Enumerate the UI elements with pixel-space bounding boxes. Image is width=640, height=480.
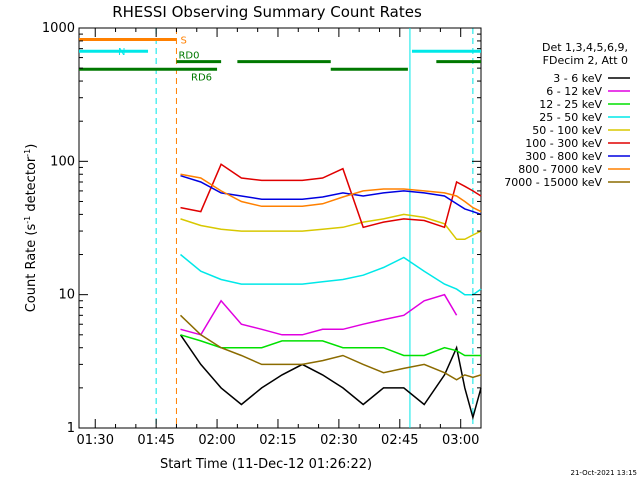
x-tick-label: 02:45 [381,433,418,448]
y-axis-label: Count Rate (s-1 detector-1) [23,144,39,313]
series-line [180,174,482,216]
chart-title: RHESSI Observing Summary Count Rates [112,3,422,21]
legend-entry-label: 800 - 7000 keV [518,163,602,176]
plot-area: S N RD0 RD6 1 10 100 1000 01:30 01:45 02:00 02:15… [42,21,482,448]
state-bar-label: N [118,47,125,58]
vertical-markers [155,28,474,428]
y-label-part3: ) [24,144,39,149]
series-line [180,213,482,241]
y-label-part2: detector [24,156,39,216]
legend-entry-label: 100 - 300 keV [525,137,602,150]
y-axis-ticks: 1 10 100 1000 [42,21,481,436]
series-line [180,253,482,296]
x-axis-label: Start Time (11-Dec-12 01:26:22) [160,457,372,472]
legend-entry-label: 300 - 800 keV [525,150,602,163]
legend-header-1: Det 1,3,4,5,6,9, [542,41,628,54]
legend-entry-label: 7000 - 15000 keV [504,176,602,189]
footer-timestamp: 21-Oct-2021 13:15 [571,469,637,477]
x-tick-label: 02:15 [259,433,296,448]
series-line [179,334,482,421]
state-bar-label: RD6 [191,72,212,83]
x-tick-label: 03:00 [442,433,479,448]
y-tick-label: 100 [50,154,75,169]
x-axis-ticks: 01:30 01:45 02:00 02:15 02:30 02:45 03:00 [77,28,482,448]
series-line [180,163,482,229]
state-bars: S N RD0 RD6 [79,35,481,83]
x-tick-label: 01:45 [137,433,174,448]
y-tick-label: 10 [58,288,75,303]
legend-entry-label: 6 - 12 keV [546,85,602,98]
series-line [180,173,482,213]
series-line [180,293,458,336]
legend: Det 1,3,4,5,6,9, FDecim 2, Att 0 3 - 6 k… [504,41,630,189]
legend-entry-label: 25 - 50 keV [539,111,602,124]
series-line [180,334,481,357]
y-tick-label: 1000 [42,21,75,36]
x-tick-label: 02:00 [198,433,235,448]
y-tick-label: 1 [67,421,75,436]
y-label-sup1: -1 [23,216,32,224]
y-label-part1: Count Rate (s [24,224,39,313]
legend-entry-label: 50 - 100 keV [532,124,602,137]
plot-frame [78,27,482,429]
legend-header-2: FDecim 2, Att 0 [543,54,628,67]
state-bar-label: RD0 [178,51,199,62]
series-line [179,314,482,381]
data-series [179,163,482,421]
x-tick-label: 02:30 [320,433,357,448]
x-tick-label: 01:30 [77,433,114,448]
y-label-sup2: -1 [23,149,32,157]
legend-entry-label: 12 - 25 keV [539,98,602,111]
state-bar-label: S [180,35,186,46]
legend-entry-label: 3 - 6 keV [553,72,602,85]
